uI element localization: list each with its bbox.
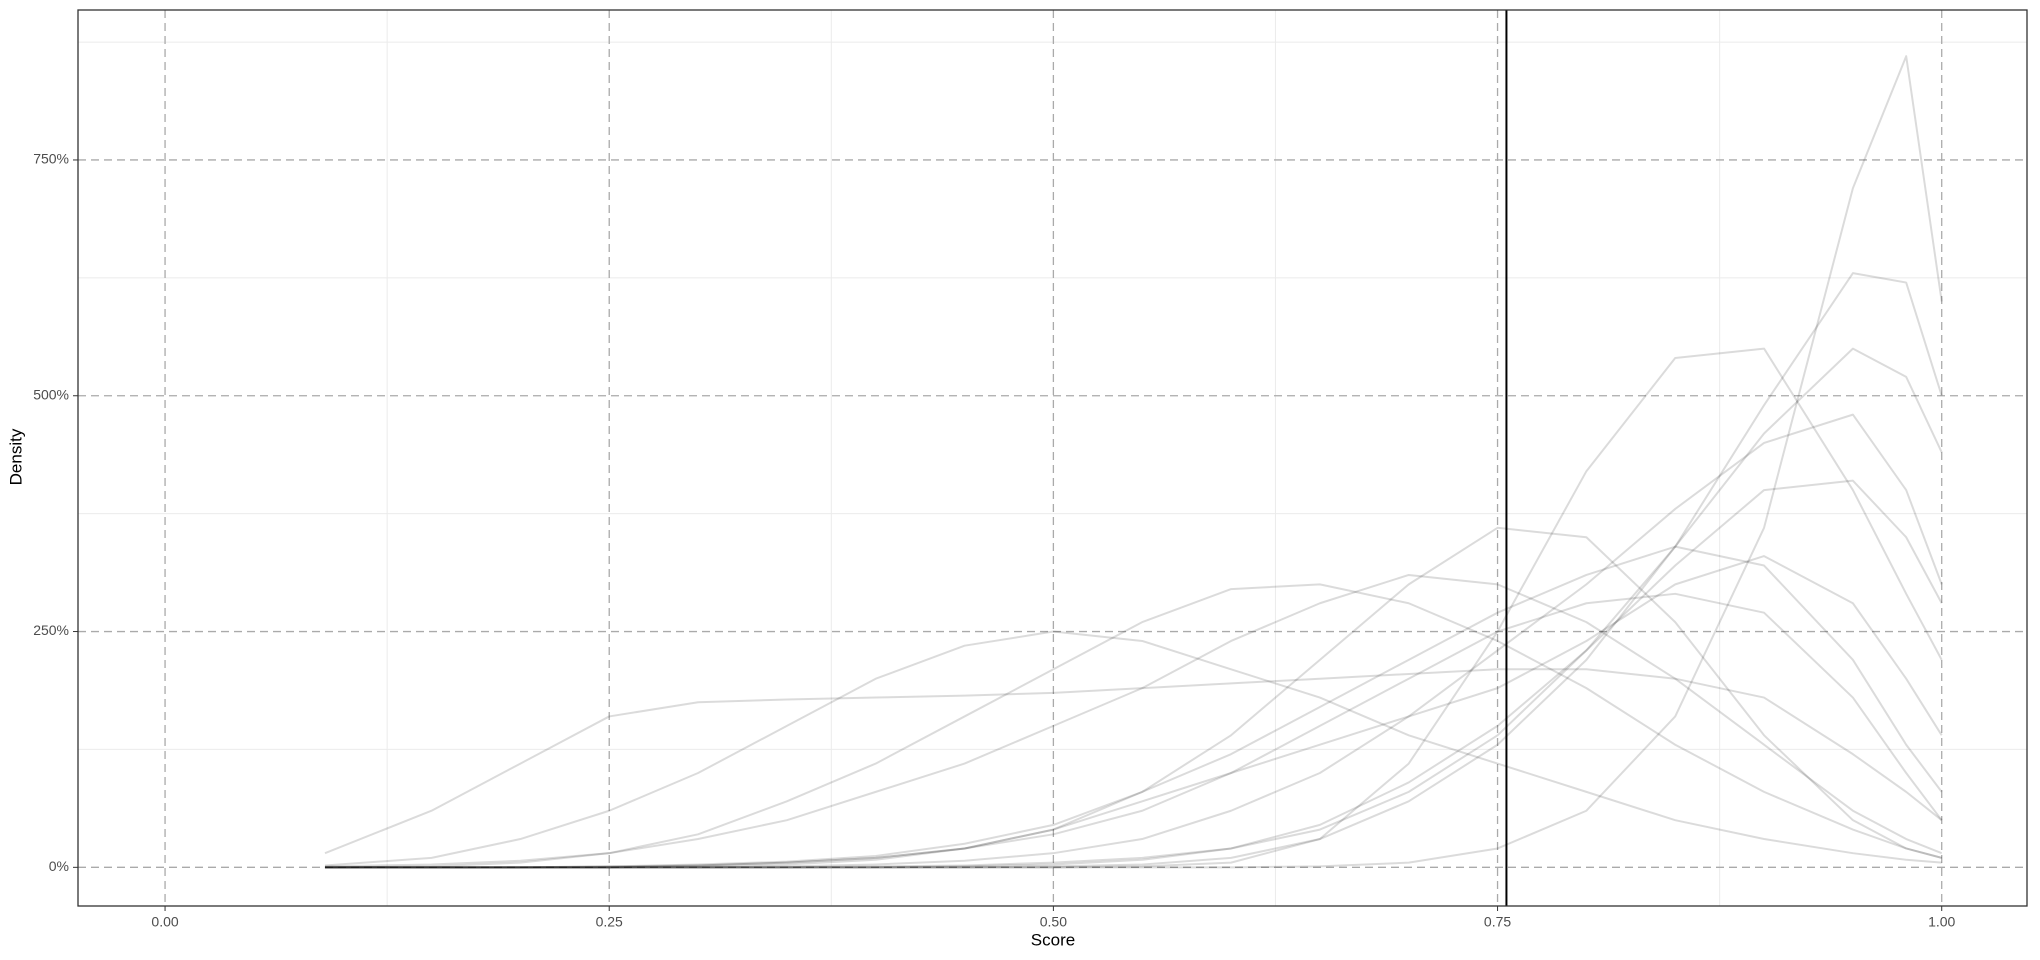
plot-frame: [77, 9, 2028, 907]
x-axis-title: Score: [1031, 930, 1075, 949]
density-line: [324, 573, 1943, 868]
y-tick-label: 250%: [33, 622, 69, 638]
y-tick-label: 750%: [33, 151, 69, 167]
density-line: [324, 668, 1943, 855]
y-tick-label: 500%: [33, 386, 69, 402]
density-line: [324, 55, 1943, 869]
density-line: [324, 413, 1943, 869]
x-tick-label: 0.25: [596, 914, 623, 930]
x-tick-label: 1.00: [1928, 914, 1955, 930]
x-tick-label: 0.50: [1040, 914, 1067, 930]
x-tick-label: 0.75: [1484, 914, 1511, 930]
density-line: [324, 592, 1943, 869]
density-line: [324, 347, 1943, 869]
density-line: [324, 555, 1943, 869]
y-tick-label: 0%: [49, 858, 69, 874]
y-axis-title: Density: [6, 428, 25, 485]
density-line: [324, 583, 1942, 869]
density-line: [324, 526, 1942, 869]
density-line: [324, 630, 1942, 867]
x-tick-label: 0.00: [151, 914, 178, 930]
density-line: [324, 347, 1943, 869]
density-line: [324, 545, 1943, 869]
density-line: [324, 479, 1943, 869]
density-line: [324, 272, 1943, 869]
